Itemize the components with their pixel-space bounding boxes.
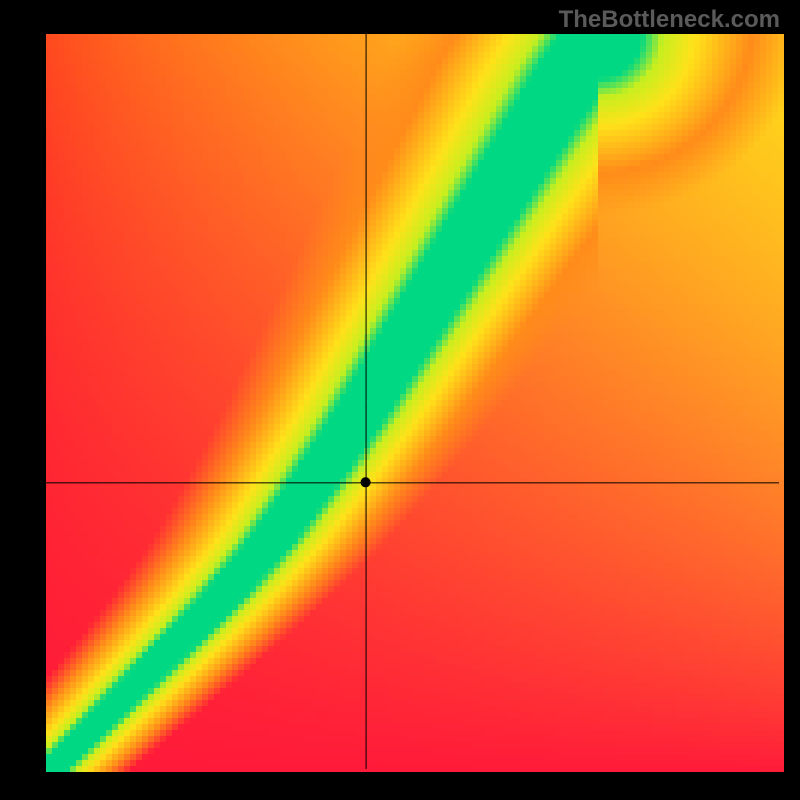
chart-container: TheBottleneck.com bbox=[0, 0, 800, 800]
heatmap-canvas bbox=[0, 0, 800, 800]
